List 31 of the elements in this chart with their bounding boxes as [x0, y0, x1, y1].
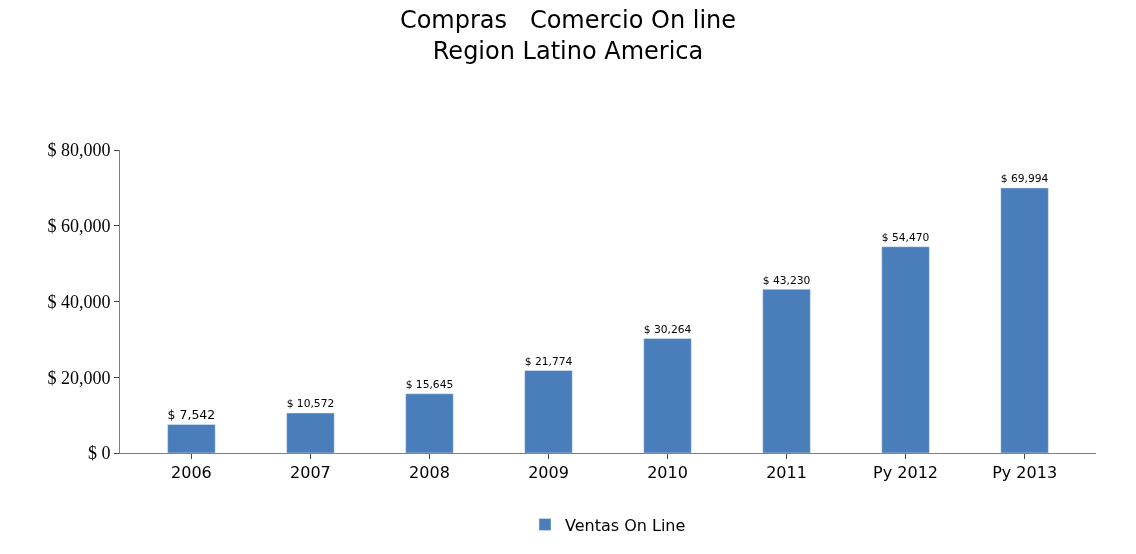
y-tick-label: $ 0 [87, 443, 111, 464]
y-tick-label: $ 20,000 [47, 367, 111, 388]
bar [762, 289, 811, 453]
bar [167, 424, 216, 453]
y-tick-label: $ 60,000 [47, 216, 111, 237]
x-tick-label: 2009 [528, 463, 569, 483]
bar [405, 393, 454, 453]
x-tick-label: 2006 [171, 463, 212, 483]
x-tick-label: 2007 [290, 463, 331, 483]
x-tick-label: 2008 [409, 463, 450, 483]
x-tick-label: Py 2013 [992, 463, 1058, 483]
y-tick-label: $ 40,000 [47, 291, 111, 312]
bar [881, 246, 930, 453]
data-label: $ 7,542 [167, 406, 216, 422]
data-label: $ 10,572 [286, 397, 335, 411]
data-label: $ 21,774 [524, 355, 573, 369]
bar [524, 370, 573, 453]
x-tick-label: Py 2012 [873, 463, 939, 483]
data-label: $ 69,994 [1000, 172, 1049, 186]
bar [286, 412, 335, 453]
legend-label: Ventas On Line [565, 515, 686, 535]
x-tick-label: 2011 [766, 463, 807, 483]
data-label: $ 54,470 [881, 231, 930, 245]
bar [643, 338, 692, 453]
x-tick-label: 2010 [647, 463, 688, 483]
data-label: $ 30,264 [643, 322, 692, 336]
chart-title: Compras Comercio On line Region Latino America [399, 5, 737, 65]
y-tick-label: $ 80,000 [47, 140, 111, 161]
bar [1000, 187, 1049, 453]
data-label: $ 15,645 [405, 378, 454, 392]
data-label: $ 43,230 [762, 273, 811, 287]
